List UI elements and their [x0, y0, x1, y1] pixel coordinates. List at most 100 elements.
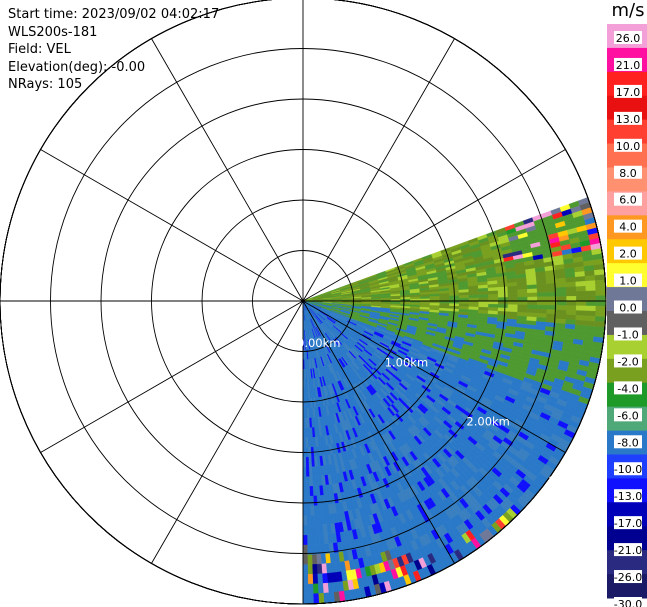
velocity-cell — [458, 295, 470, 299]
colorbar-tick-label: 21.0 — [616, 59, 641, 72]
velocity-cell — [497, 293, 509, 298]
velocity-cell — [576, 300, 587, 307]
nrays-label: NRays: 105 — [8, 77, 83, 92]
elevation-label: Elevation(deg): -0.00 — [8, 59, 146, 75]
velocity-cell — [488, 300, 499, 305]
velocity-cell — [517, 285, 528, 290]
velocity-cell — [576, 295, 587, 302]
azimuth-spoke — [302, 149, 566, 302]
velocity-cell — [468, 300, 479, 305]
velocity-cell — [305, 437, 309, 448]
velocity-cell — [575, 315, 586, 321]
velocity-field — [302, 197, 606, 604]
azimuth-spoke — [40, 149, 304, 302]
velocity-cell — [527, 292, 538, 298]
velocity-cell — [305, 427, 308, 438]
scan-metadata: Start time: 2023/09/02 04:02:17 WLS200s-… — [8, 6, 219, 94]
azimuth-spoke — [151, 300, 304, 564]
velocity-cell — [566, 309, 577, 316]
velocity-cell — [507, 285, 518, 291]
velocity-cell — [517, 289, 528, 294]
velocity-cell — [305, 456, 309, 468]
velocity-cell — [507, 297, 518, 302]
velocity-cell — [306, 505, 311, 516]
colorbar-tick-bg — [614, 31, 642, 44]
velocity-cell — [556, 309, 567, 316]
colorbar-tick-label: 13.0 — [616, 113, 641, 126]
colorbar-tick-label: -17.0 — [614, 517, 642, 530]
velocity-cell — [302, 505, 307, 516]
velocity-cell — [595, 284, 606, 291]
velocity-cell — [556, 282, 567, 288]
velocity-cell — [556, 305, 567, 311]
velocity-cell — [321, 563, 328, 574]
range-label: 1.00km — [385, 355, 428, 369]
velocity-cell — [556, 296, 567, 302]
colorbar-tick-label: -26.0 — [614, 571, 642, 584]
velocity-cell — [585, 310, 596, 317]
colorbar-tick-bg — [614, 489, 642, 503]
velocity-cell — [468, 291, 479, 296]
colorbar-tick-label: -2.0 — [617, 355, 638, 368]
velocity-cell — [536, 288, 548, 294]
azimuth-spoke — [302, 300, 566, 453]
velocity-cell — [314, 524, 320, 536]
velocity-cell — [468, 297, 479, 302]
colorbar-tick-label: 10.0 — [616, 140, 641, 153]
velocity-cell — [566, 305, 577, 311]
velocity-cell — [302, 564, 308, 575]
velocity-cell — [310, 525, 316, 536]
velocity-cell — [566, 296, 577, 302]
velocity-cell — [478, 291, 489, 296]
range-label: 0.00km — [297, 336, 340, 350]
velocity-cell — [576, 305, 587, 312]
velocity-cell — [306, 486, 311, 497]
velocity-cell — [302, 486, 307, 497]
velocity-cell — [305, 476, 310, 487]
velocity-cell — [307, 554, 313, 565]
velocity-cell — [536, 283, 547, 289]
colorbar-tick-bg — [614, 570, 642, 584]
velocity-cell — [305, 466, 310, 477]
colorbar-tick-bg — [614, 597, 642, 607]
velocity-cell — [585, 305, 597, 312]
colorbar-tick-label: -1.0 — [617, 328, 638, 341]
velocity-cell — [307, 593, 314, 604]
velocity-cell — [317, 583, 324, 594]
velocity-cell — [321, 573, 328, 584]
velocity-cell — [302, 535, 308, 546]
velocity-cell — [309, 486, 314, 497]
colorbar-tick-bg — [614, 57, 642, 71]
velocity-cell — [555, 277, 567, 284]
velocity-cell — [585, 280, 596, 287]
velocity-cell — [517, 308, 528, 313]
colorbar: 26.0 21.0 17.0 13.0 10.0 8.0 6.0 4.0 2.0 1.0 0.0 -1… — [607, 24, 647, 607]
velocity-cell — [565, 281, 577, 288]
velocity-cell — [311, 554, 318, 565]
colorbar-tick-bg — [614, 327, 642, 341]
velocity-cell — [585, 295, 597, 302]
velocity-cell — [307, 583, 314, 595]
velocity-cell — [488, 293, 499, 298]
velocity-cell — [507, 289, 518, 295]
colorbar-tick-label: -30.0 — [614, 598, 642, 607]
velocity-cell — [439, 295, 450, 299]
field-label: Field: VEL — [8, 42, 71, 57]
colorbar-tick-label: -13.0 — [614, 490, 642, 503]
velocity-cell — [566, 300, 577, 306]
colorbar-tick-label: -10.0 — [614, 463, 642, 476]
colorbar-tick-bg — [614, 219, 642, 233]
colorbar-tick-bg — [614, 381, 642, 395]
azimuth-spoke — [302, 300, 455, 564]
velocity-cell — [497, 304, 509, 309]
velocity-cell — [585, 290, 597, 297]
velocity-cell — [517, 300, 528, 306]
velocity-cell — [497, 290, 509, 295]
velocity-cell — [527, 304, 538, 310]
velocity-cell — [308, 466, 313, 477]
velocity-cell — [565, 276, 576, 283]
colorbar-tick-bg — [614, 165, 642, 179]
velocity-cell — [584, 275, 596, 282]
colorbar-tick-label: 26.0 — [616, 32, 641, 45]
velocity-cell — [595, 305, 606, 312]
